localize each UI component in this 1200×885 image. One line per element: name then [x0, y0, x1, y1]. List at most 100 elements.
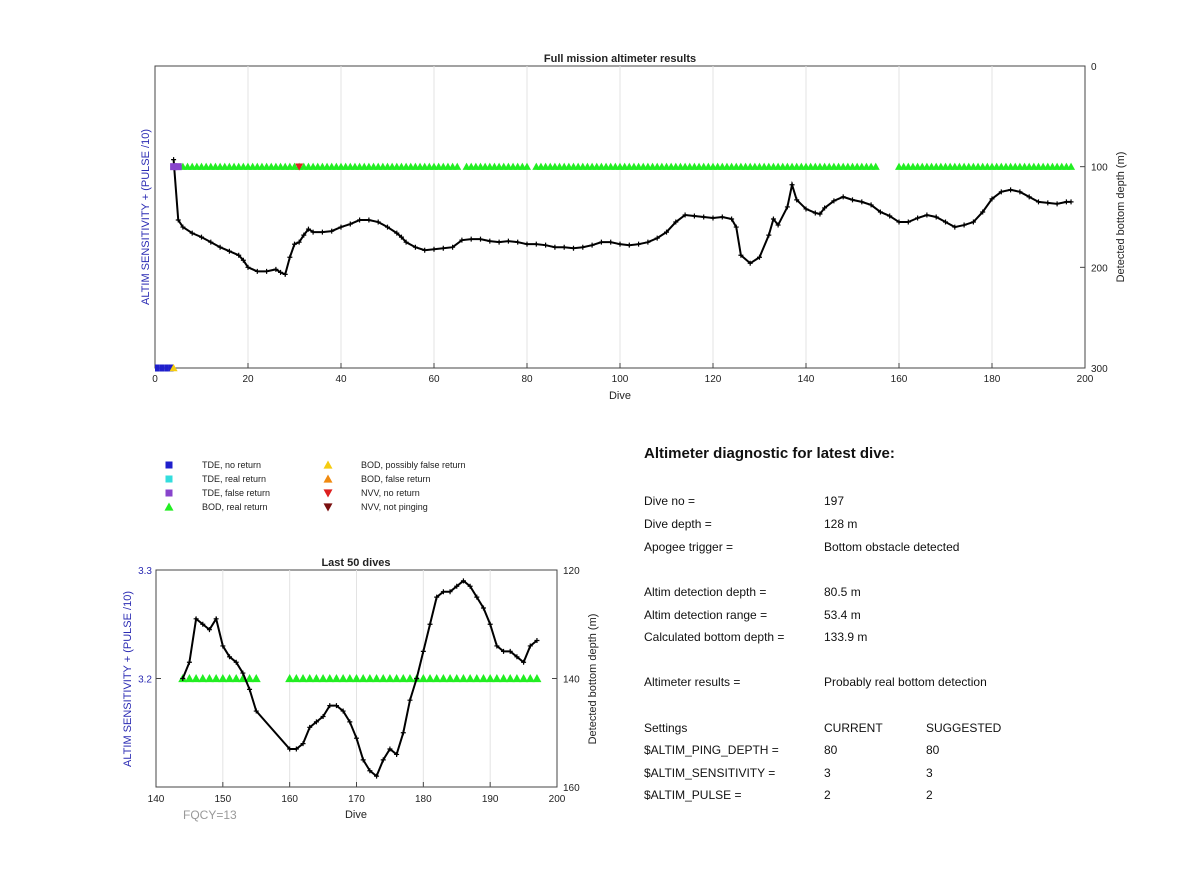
bottom-depth-point: [617, 241, 623, 247]
last50-x-tick-label: 160: [281, 794, 298, 805]
bod-real-return-marker: [453, 162, 462, 170]
last50-bottom-depth-point: [494, 643, 500, 649]
bottom-depth-point: [245, 264, 251, 270]
last50-right-y-tick-label: 140: [563, 675, 580, 686]
dive-depth-label: Dive depth =: [644, 517, 712, 531]
last50-x-axis-label: Dive: [345, 809, 367, 821]
last50-bod-real-return-marker: [438, 674, 448, 683]
last50-bottom-depth-point: [327, 703, 333, 709]
last50-bottom-depth-point: [414, 676, 420, 681]
main-y-tick-label: 100: [1091, 163, 1108, 174]
last50-bod-real-return-marker: [198, 674, 208, 683]
bottom-depth-point: [254, 268, 260, 274]
bottom-depth-point: [803, 206, 809, 212]
bottom-depth-point: [329, 228, 335, 234]
last50-bottom-depth-point: [374, 773, 380, 779]
main-y-ticks: 0 100 200 300: [1080, 62, 1108, 375]
sensitivity-suggested: 3: [926, 766, 933, 780]
last50-bottom-depth-point: [220, 643, 226, 649]
bottom-depth-point: [403, 239, 409, 245]
apogee-value: Bottom obstacle detected: [824, 540, 960, 554]
results-value: Probably real bottom detection: [824, 675, 987, 689]
bottom-depth-point: [738, 252, 744, 258]
bottom-depth-point: [199, 234, 204, 240]
bottom-depth-point: [180, 224, 186, 230]
bottom-depth-point: [933, 214, 939, 220]
main-x-tick-label: 60: [428, 374, 440, 385]
last50-bod-real-return-marker: [245, 674, 255, 683]
last50-bottom-depth-point: [227, 654, 233, 660]
legend-square-icon: [165, 461, 173, 469]
legend-label: BOD, false return: [361, 474, 431, 484]
det-range-value: 53.4 m: [824, 608, 861, 622]
bottom-depth-point: [561, 244, 567, 250]
main-bod-markers: [178, 162, 1076, 170]
last50-bod-real-return-marker: [231, 674, 241, 683]
bottom-depth-point: [682, 212, 688, 218]
bottom-depth-point: [552, 244, 558, 250]
bottom-depth-point: [571, 245, 576, 251]
last50-bod-real-return-marker: [318, 674, 328, 683]
last50-y-ticks: 3.2 3.3 120 140 160: [138, 566, 580, 794]
bottom-depth-point: [729, 216, 735, 222]
diagnostic-title: Altimeter diagnostic for latest dive:: [644, 445, 895, 462]
last50-bod-real-return-marker: [191, 674, 201, 683]
last50-bottom-depth-point: [347, 719, 353, 725]
last50-bottom-depth-point: [287, 746, 293, 752]
bottom-depth-point: [784, 204, 790, 210]
bottom-depth-point: [710, 215, 716, 221]
main-x-axis-label: Dive: [609, 390, 631, 402]
last50-x-ticks: 140 150 160 170 180 190 200: [148, 782, 566, 805]
bottom-depth-point: [543, 242, 549, 248]
bottom-depth-point: [840, 194, 846, 200]
main-x-tick-label: 40: [335, 374, 347, 385]
dive-no-value: 197: [824, 494, 845, 508]
bottom-depth-point: [989, 196, 995, 202]
legend: TDE, no return TDE, real return TDE, false…: [164, 460, 466, 512]
last50-bottom-depth-point: [300, 741, 306, 747]
bottom-depth-point: [505, 238, 511, 244]
bod-real-return-marker: [523, 162, 531, 170]
bottom-depth-point: [478, 236, 483, 242]
last50-bod-real-return-marker: [405, 674, 415, 683]
dive-depth-value: 128 m: [824, 517, 858, 531]
last50-bottom-depth-series: [180, 578, 540, 779]
bottom-depth-point: [952, 224, 958, 230]
bottom-depth-point: [608, 239, 614, 245]
legend-item: BOD, real return: [164, 502, 268, 512]
bottom-depth-point: [440, 245, 446, 251]
fqcy-label: FQCY=13: [183, 808, 237, 822]
ping-depth-suggested: 80: [926, 743, 940, 757]
legend-label: BOD, real return: [202, 502, 268, 512]
last50-bod-real-return-marker: [345, 674, 355, 683]
bottom-depth-point: [915, 215, 921, 221]
last50-x-tick-label: 140: [148, 794, 165, 805]
bottom-depth-point: [812, 210, 818, 216]
last50-bottom-depth-point: [293, 746, 299, 752]
bottom-depth-point: [431, 246, 437, 252]
det-depth-value: 80.5 m: [824, 585, 861, 599]
bottom-depth-point: [1068, 199, 1074, 205]
main-y-tick-label: 0: [1091, 62, 1097, 73]
nvv-no-return-marker: [295, 163, 304, 171]
last50-bod-real-return-marker: [525, 674, 535, 683]
bottom-depth-point: [394, 230, 400, 236]
main-x-tick-label: 140: [798, 374, 815, 385]
bottom-depth-point: [175, 217, 181, 223]
bottom-depth-point: [310, 229, 316, 235]
bottom-depth-point: [887, 213, 893, 219]
bottom-depth-point: [896, 219, 902, 225]
last50-bottom-depth-point: [467, 583, 473, 589]
bottom-depth-point: [691, 213, 697, 219]
last50-bod-real-return-marker: [305, 674, 315, 683]
tde-no-return-marker: [159, 364, 165, 372]
diagnostic-panel: Altimeter diagnostic for latest dive: Di…: [644, 445, 1164, 802]
legend-triangle-up-icon: [164, 502, 174, 511]
bottom-depth-point: [859, 199, 865, 205]
bottom-depth-point: [998, 189, 1004, 195]
bottom-depth-point: [1017, 189, 1023, 195]
bottom-depth-point: [338, 224, 344, 230]
last50-bod-real-return-marker: [425, 674, 435, 683]
